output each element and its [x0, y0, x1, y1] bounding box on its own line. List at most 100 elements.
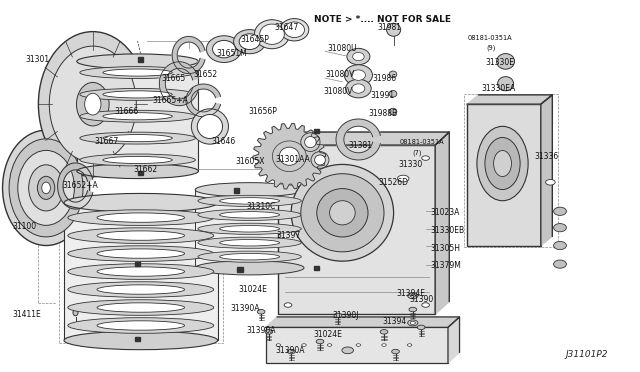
- Text: 31645P: 31645P: [240, 35, 269, 44]
- Ellipse shape: [64, 331, 218, 350]
- Text: 31605X: 31605X: [236, 157, 265, 166]
- Ellipse shape: [410, 321, 415, 324]
- Ellipse shape: [220, 253, 280, 260]
- Ellipse shape: [97, 303, 184, 312]
- Polygon shape: [314, 129, 319, 133]
- Text: 31397: 31397: [276, 231, 301, 240]
- Ellipse shape: [77, 54, 198, 69]
- Text: 31647: 31647: [274, 23, 298, 32]
- FancyBboxPatch shape: [195, 190, 304, 268]
- Ellipse shape: [195, 183, 304, 197]
- Polygon shape: [58, 163, 93, 209]
- Ellipse shape: [417, 325, 425, 330]
- Ellipse shape: [408, 344, 412, 346]
- Ellipse shape: [301, 174, 384, 252]
- Ellipse shape: [422, 303, 429, 307]
- Ellipse shape: [410, 294, 415, 297]
- Ellipse shape: [206, 36, 242, 62]
- Polygon shape: [336, 119, 380, 160]
- Text: 31986: 31986: [372, 74, 397, 83]
- Text: 31336: 31336: [534, 153, 559, 161]
- Ellipse shape: [29, 165, 63, 211]
- Ellipse shape: [485, 138, 520, 190]
- Ellipse shape: [77, 164, 198, 179]
- Text: 31390A: 31390A: [230, 304, 260, 312]
- Ellipse shape: [389, 71, 397, 78]
- Ellipse shape: [315, 155, 325, 165]
- Ellipse shape: [97, 231, 184, 240]
- Ellipse shape: [68, 264, 214, 279]
- Polygon shape: [448, 317, 460, 363]
- Text: 31390: 31390: [410, 295, 434, 304]
- Ellipse shape: [84, 93, 101, 115]
- Ellipse shape: [554, 260, 566, 268]
- Text: 31330EB: 31330EB: [430, 226, 464, 235]
- Ellipse shape: [220, 198, 280, 204]
- Text: 31646: 31646: [211, 137, 236, 146]
- Polygon shape: [253, 124, 326, 189]
- Text: 31379M: 31379M: [430, 262, 461, 270]
- Text: 31330: 31330: [398, 160, 422, 169]
- Text: 31080V: 31080V: [323, 87, 353, 96]
- Text: (9): (9): [486, 44, 496, 51]
- Ellipse shape: [212, 41, 236, 58]
- Ellipse shape: [73, 309, 78, 316]
- Ellipse shape: [198, 223, 301, 234]
- Ellipse shape: [103, 113, 172, 120]
- Text: 31666: 31666: [114, 107, 138, 116]
- Ellipse shape: [356, 344, 361, 346]
- Ellipse shape: [409, 307, 417, 312]
- Ellipse shape: [220, 225, 280, 232]
- Ellipse shape: [347, 48, 370, 65]
- Ellipse shape: [380, 330, 388, 334]
- Text: 31301: 31301: [26, 55, 50, 64]
- Text: 31390J: 31390J: [333, 311, 359, 320]
- Ellipse shape: [68, 282, 214, 297]
- Ellipse shape: [42, 182, 51, 193]
- Ellipse shape: [328, 344, 332, 346]
- Ellipse shape: [220, 240, 280, 246]
- Ellipse shape: [316, 339, 324, 344]
- Ellipse shape: [291, 164, 394, 261]
- Ellipse shape: [545, 179, 555, 185]
- Ellipse shape: [68, 228, 214, 243]
- Ellipse shape: [280, 19, 309, 41]
- Text: 31665: 31665: [161, 74, 186, 83]
- Ellipse shape: [198, 209, 301, 220]
- Ellipse shape: [287, 349, 295, 354]
- Ellipse shape: [77, 83, 109, 126]
- Text: 31652: 31652: [193, 70, 218, 79]
- Ellipse shape: [80, 89, 195, 100]
- Ellipse shape: [554, 224, 566, 232]
- Ellipse shape: [49, 46, 136, 162]
- Ellipse shape: [68, 318, 214, 333]
- Ellipse shape: [493, 151, 511, 177]
- Ellipse shape: [302, 344, 307, 346]
- Ellipse shape: [317, 189, 368, 237]
- Text: 31310C: 31310C: [246, 202, 276, 211]
- Ellipse shape: [265, 330, 273, 334]
- Text: 31080U: 31080U: [328, 44, 357, 53]
- Polygon shape: [138, 57, 143, 62]
- Ellipse shape: [220, 212, 280, 218]
- Ellipse shape: [260, 24, 284, 44]
- Polygon shape: [135, 337, 140, 341]
- FancyBboxPatch shape: [64, 203, 218, 340]
- Ellipse shape: [311, 152, 329, 168]
- Polygon shape: [135, 262, 140, 266]
- Ellipse shape: [38, 32, 147, 177]
- Ellipse shape: [191, 109, 228, 144]
- Ellipse shape: [498, 77, 514, 91]
- Text: 31981: 31981: [378, 23, 402, 32]
- Ellipse shape: [37, 176, 55, 199]
- Ellipse shape: [497, 54, 515, 69]
- Text: 08181-0351A: 08181-0351A: [467, 35, 512, 41]
- Polygon shape: [186, 84, 221, 117]
- Text: 31991: 31991: [370, 92, 394, 100]
- Text: 31023A: 31023A: [430, 208, 460, 217]
- Text: J31101P2: J31101P2: [566, 350, 608, 359]
- Ellipse shape: [305, 137, 316, 148]
- Ellipse shape: [351, 70, 365, 80]
- Ellipse shape: [334, 313, 342, 318]
- Text: 31662: 31662: [133, 165, 157, 174]
